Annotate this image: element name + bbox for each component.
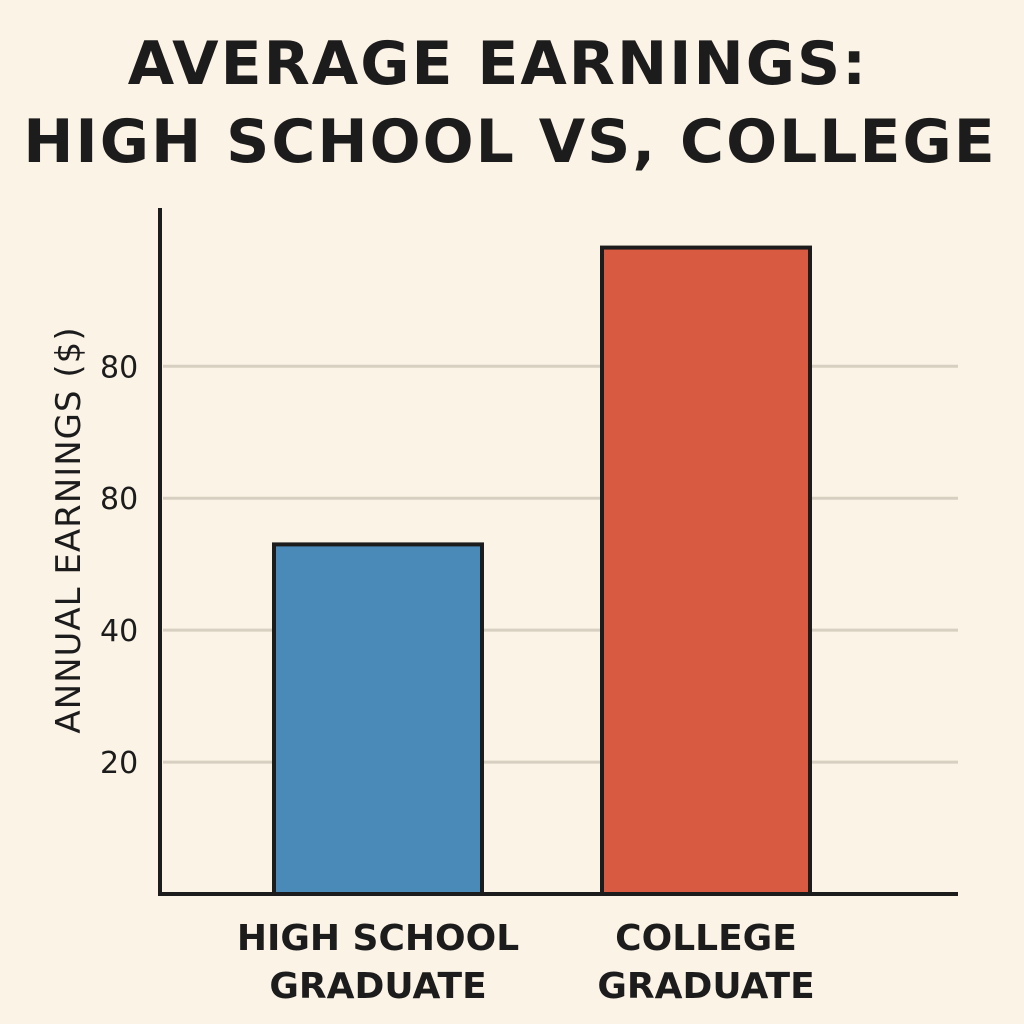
x-category-label: GRADUATE	[269, 966, 486, 1007]
y-tick-label: 20	[100, 746, 138, 781]
x-category-label: GRADUATE	[597, 966, 814, 1007]
y-tick-label: 80	[100, 350, 138, 385]
y-tick-labels: 20 40 80 80	[100, 350, 138, 781]
chart-title: AVERAGE EARNINGS:	[127, 29, 869, 99]
bar	[600, 245, 812, 897]
bars	[272, 245, 812, 897]
x-category-label: COLLEGE	[615, 918, 797, 959]
chart-subtitle: HIGH SCHOOL VS, COLLEGE	[23, 107, 997, 177]
x-category-label: HIGH SCHOOL	[237, 918, 519, 959]
y-tick-label: 80	[100, 482, 138, 517]
y-tick-label: 40	[100, 614, 138, 649]
x-category-labels: HIGH SCHOOL GRADUATE COLLEGE GRADUATE	[237, 918, 815, 1007]
bar	[272, 542, 484, 897]
y-axis-label: ANNUAL EARNINGS ($)	[49, 326, 89, 733]
